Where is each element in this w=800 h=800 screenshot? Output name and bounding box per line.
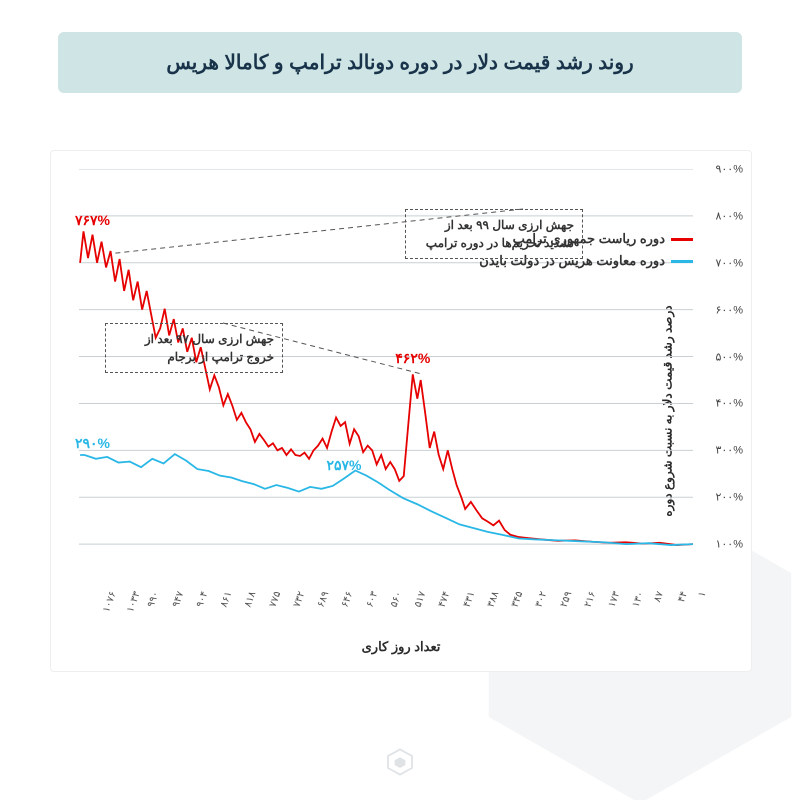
x-tick-label: ۷۳۲ <box>291 590 307 609</box>
value-callout: ۴۶۲% <box>395 350 430 367</box>
y-tick-label: ۶۰۰% <box>715 303 743 316</box>
x-tick-label: ۴۷۴ <box>437 590 453 609</box>
x-tick-label: ۳۰۲ <box>534 590 550 609</box>
chart-container: درصد رشد قیمت دلار به نسبت شروع دوره دور… <box>50 150 752 672</box>
x-tick-label: ۸۶۱ <box>219 590 235 609</box>
x-tick-label: ۱۳۰ <box>631 590 647 609</box>
x-tick-label: ۶۸۹ <box>316 590 332 609</box>
x-tick-label: ۷۷۵ <box>267 590 283 609</box>
x-tick-label: ۲۱۶ <box>582 590 598 609</box>
value-callout: ۲۵۷% <box>326 457 361 474</box>
x-tick-label: ۴۴ <box>676 590 690 604</box>
annotation-box: جهش ارزی سال ۹۷ بعد از خروج ترامپ از برج… <box>105 323 283 373</box>
x-tick-label: ۶۰۳ <box>364 590 380 609</box>
x-tick-label: ۵۱۷ <box>413 590 429 609</box>
x-tick-label: ۹۰۴ <box>194 590 210 609</box>
page-title: روند رشد قیمت دلار در دوره دونالد ترامپ … <box>58 32 742 93</box>
page-root: روند رشد قیمت دلار در دوره دونالد ترامپ … <box>0 0 800 800</box>
x-tick-label: ۱۷۳ <box>607 590 623 609</box>
overlay: جهش ارزی سال ۹۷ بعد از خروج ترامپ از برج… <box>79 169 693 591</box>
y-tick-label: ۹۰۰% <box>715 163 743 176</box>
x-tick-label: ۳۴۵ <box>510 590 526 609</box>
x-tick-label: ۵۶۰ <box>388 590 404 609</box>
x-tick-label: ۱۰۷۶ <box>101 590 119 614</box>
x-tick-label: ۸۷ <box>652 590 666 604</box>
y-tick-label: ۸۰۰% <box>715 209 743 222</box>
x-axis-title: تعداد روز کاری <box>362 639 441 655</box>
x-tick-label: ۹۴۷ <box>170 590 186 609</box>
y-tick-label: ۲۰۰% <box>715 491 743 504</box>
footer-logo-icon <box>385 747 415 782</box>
value-callout: ۷۶۷% <box>75 212 110 229</box>
x-tick-label: ۹۹۰ <box>146 590 162 609</box>
y-tick-label: ۴۰۰% <box>715 397 743 410</box>
y-tick-label: ۳۰۰% <box>715 444 743 457</box>
x-tick-label: ۱ <box>697 590 709 599</box>
x-tick-label: ۸۱۸ <box>243 590 259 609</box>
y-tick-label: ۷۰۰% <box>715 256 743 269</box>
x-tick-label: ۴۳۱ <box>461 590 477 609</box>
annotation-box: جهش ارزی سال ۹۹ بعد از تشدید تحریم‌ها در… <box>405 209 583 259</box>
x-tick-label: ۳۸۸ <box>485 590 501 609</box>
x-tick-label: ۱۰۳۳ <box>125 590 143 614</box>
x-tick-label: ۶۴۶ <box>340 590 356 609</box>
value-callout: ۲۹۰% <box>75 435 110 452</box>
x-tick-label: ۲۵۹ <box>558 590 574 609</box>
y-tick-label: ۱۰۰% <box>715 538 743 551</box>
plot-area: دوره ریاست جمهوری ترامپدوره معاونت هریس … <box>79 169 693 591</box>
y-tick-label: ۵۰۰% <box>715 350 743 363</box>
